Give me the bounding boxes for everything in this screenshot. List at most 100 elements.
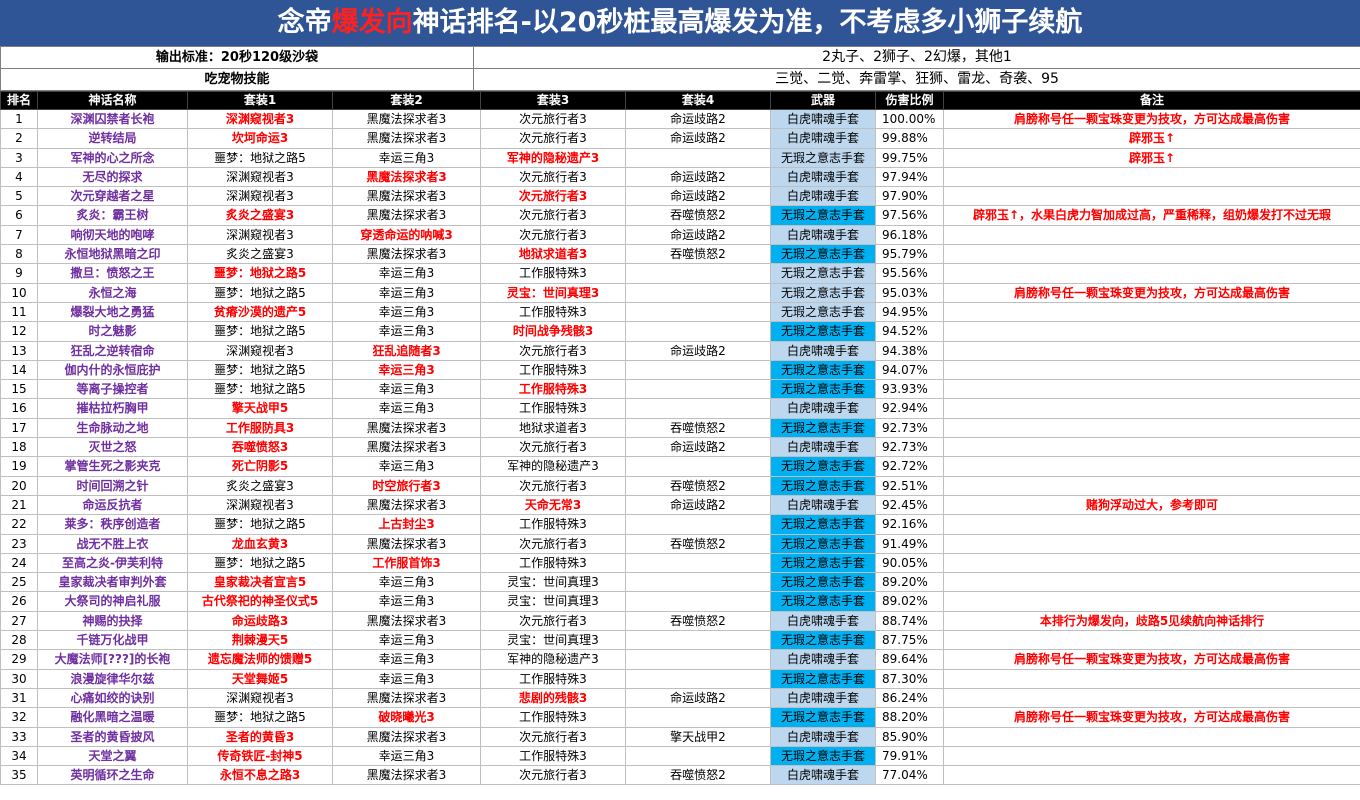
- weapon-cell: 无瑕之意志手套: [770, 475, 876, 496]
- weapon-cell: 无瑕之意志手套: [770, 359, 876, 381]
- set1-cell: 工作服防具3: [187, 417, 333, 439]
- set4-cell: [625, 147, 771, 168]
- set3-cell: 军神的隐秘遗产3: [480, 147, 626, 168]
- page-title: 念帝爆发向神话排名-以20秒桩最高爆发为准，不考虑多小狮子续航: [0, 0, 1360, 46]
- note-cell: [943, 687, 1360, 709]
- table-row: 7 响彻天地的咆哮 深渊窥视者3 穿透命运的呐喊3 次元旅行者3 命运歧路2 白虎啸魂手套 9…: [0, 224, 1360, 246]
- set3-cell: 次元旅行者3: [480, 765, 626, 786]
- set3-cell: 次元旅行者3: [480, 108, 626, 130]
- damage-ratio-cell: 92.94%: [875, 398, 944, 419]
- rank-cell: 33: [0, 726, 38, 747]
- set2-cell: 黑魔法探求者3: [332, 726, 481, 747]
- set4-cell: [625, 263, 771, 284]
- note-cell: 辟邪玉↑: [943, 128, 1360, 149]
- note-cell: 辟邪玉↑: [943, 147, 1360, 168]
- set4-cell: 命运歧路2: [625, 108, 771, 130]
- set4-cell: 命运歧路2: [625, 224, 771, 246]
- set1-cell: 噩梦：地狱之路5: [187, 707, 333, 728]
- table-row: 4 无尽的探求 深渊窥视者3 黑魔法探求者3 次元旅行者3 命运歧路2 白虎啸魂手套 97.9…: [0, 166, 1360, 188]
- damage-ratio-cell: 86.24%: [875, 687, 944, 709]
- myth-name-cell: 皇家裁决者审判外套: [37, 572, 188, 593]
- damage-ratio-cell: 95.03%: [875, 282, 944, 303]
- set4-cell: [625, 359, 771, 381]
- set2-cell: 黑魔法探求者3: [332, 765, 481, 786]
- weapon-cell: 无瑕之意志手套: [770, 301, 876, 323]
- weapon-cell: 白虎啸魂手套: [770, 437, 876, 458]
- note-cell: [943, 456, 1360, 477]
- table-row: 26 大祭司的神启礼服 古代祭祀的神圣仪式5 幸运三角3 灵宝：世间真理3 无瑕之意志手套…: [0, 591, 1360, 612]
- damage-ratio-cell: 92.45%: [875, 494, 944, 516]
- set4-cell: 命运歧路2: [625, 437, 771, 458]
- damage-ratio-cell: 87.30%: [875, 668, 944, 689]
- set1-cell: 传奇铁匠-封神5: [187, 745, 333, 767]
- table-body: 1 深渊囚禁者长袍 深渊窥视者3 黑魔法探求者3 次元旅行者3 命运歧路2 白虎啸魂手套 10…: [0, 108, 1360, 786]
- myth-name-cell: 大魔法师[???]的长袍: [37, 649, 188, 670]
- set1-cell: 贫瘠沙漠的遗产5: [187, 301, 333, 323]
- table-row: 6 炙炎：霸王树 炙炎之盛宴3 黑魔法探求者3 次元旅行者3 吞噬愤怒2 无瑕之意志手套 97…: [0, 205, 1360, 226]
- table-row: 9 撒旦：愤怒之王 噩梦：地狱之路5 幸运三角3 工作服特殊3 无瑕之意志手套 95.56%: [0, 263, 1360, 284]
- rank-cell: 12: [0, 321, 38, 342]
- myth-name-cell: 大祭司的神启礼服: [37, 591, 188, 612]
- set2-cell: 工作服首饰3: [332, 552, 481, 574]
- myth-name-cell: 天堂之翼: [37, 745, 188, 767]
- table-row: 12 时之魅影 噩梦：地狱之路5 幸运三角3 时间战争残骸3 无瑕之意志手套 94.52%: [0, 321, 1360, 342]
- rank-cell: 25: [0, 572, 38, 593]
- set3-cell: 军神的隐秘遗产3: [480, 649, 626, 670]
- damage-ratio-cell: 88.20%: [875, 707, 944, 728]
- set4-cell: 命运歧路2: [625, 128, 771, 149]
- set1-cell: 深渊窥视者3: [187, 494, 333, 516]
- myth-name-cell: 融化黑暗之温暖: [37, 707, 188, 728]
- set3-cell: 次元旅行者3: [480, 186, 626, 207]
- title-pre: 念帝: [277, 7, 332, 38]
- weapon-cell: 无瑕之意志手套: [770, 282, 876, 303]
- damage-ratio-cell: 99.75%: [875, 147, 944, 168]
- myth-name-cell: 时之魅影: [37, 321, 188, 342]
- set4-cell: [625, 668, 771, 689]
- damage-ratio-cell: 91.49%: [875, 533, 944, 554]
- damage-ratio-cell: 92.51%: [875, 475, 944, 496]
- set1-cell: 永恒不息之路3: [187, 765, 333, 786]
- table-row: 19 掌管生死之影夹克 死亡阴影5 幸运三角3 军神的隐秘遗产3 无瑕之意志手套 92.72…: [0, 456, 1360, 477]
- set4-cell: 命运歧路2: [625, 687, 771, 709]
- set1-cell: 噩梦：地狱之路5: [187, 552, 333, 574]
- set3-cell: 工作服特殊3: [480, 668, 626, 689]
- rank-cell: 30: [0, 668, 38, 689]
- rank-cell: 17: [0, 417, 38, 439]
- set2-cell: 狂乱追随者3: [332, 340, 481, 361]
- myth-name-cell: 永恒地狱黑暗之印: [37, 244, 188, 265]
- rank-cell: 32: [0, 707, 38, 728]
- note-cell: [943, 475, 1360, 496]
- set1-cell: 噩梦：地狱之路5: [187, 263, 333, 284]
- set3-cell: 次元旅行者3: [480, 166, 626, 188]
- set4-cell: [625, 707, 771, 728]
- weapon-cell: 无瑕之意志手套: [770, 552, 876, 574]
- set2-cell: 黑魔法探求者3: [332, 494, 481, 516]
- myth-name-cell: 军神的心之所念: [37, 147, 188, 168]
- set4-cell: [625, 630, 771, 651]
- weapon-cell: 无瑕之意志手套: [770, 668, 876, 689]
- weapon-cell: 无瑕之意志手套: [770, 591, 876, 612]
- damage-ratio-cell: 87.75%: [875, 630, 944, 651]
- weapon-cell: 无瑕之意志手套: [770, 147, 876, 168]
- set1-cell: 炙炎之盛宴3: [187, 205, 333, 226]
- table-row: 1 深渊囚禁者长袍 深渊窥视者3 黑魔法探求者3 次元旅行者3 命运歧路2 白虎啸魂手套 10…: [0, 108, 1360, 130]
- set4-cell: 吞噬愤怒2: [625, 765, 771, 786]
- rank-cell: 15: [0, 379, 38, 400]
- weapon-cell: 无瑕之意志手套: [770, 745, 876, 767]
- damage-ratio-cell: 100.00%: [875, 108, 944, 130]
- rank-cell: 31: [0, 687, 38, 709]
- set1-cell: 吞噬愤怒3: [187, 437, 333, 458]
- set3-cell: 工作服特殊3: [480, 745, 626, 767]
- note-cell: 肩膀称号任一颗宝珠变更为技攻，方可达成最高伤害: [943, 707, 1360, 728]
- rank-cell: 14: [0, 359, 38, 381]
- damage-ratio-cell: 94.95%: [875, 301, 944, 323]
- set4-cell: 吞噬愤怒2: [625, 533, 771, 554]
- rank-cell: 20: [0, 475, 38, 496]
- rank-cell: 16: [0, 398, 38, 419]
- damage-ratio-cell: 95.79%: [875, 244, 944, 265]
- set2-cell: 幸运三角3: [332, 668, 481, 689]
- damage-ratio-cell: 95.56%: [875, 263, 944, 284]
- title-post: 神话排名-以20秒桩最高爆发为准，不考虑多小狮子续航: [412, 7, 1083, 38]
- info-table: 输出标准：20秒120级沙袋 2丸子、2狮子、2幻爆，其他1 吃宠物技能 三觉、…: [0, 46, 1360, 91]
- weapon-cell: 无瑕之意志手套: [770, 707, 876, 728]
